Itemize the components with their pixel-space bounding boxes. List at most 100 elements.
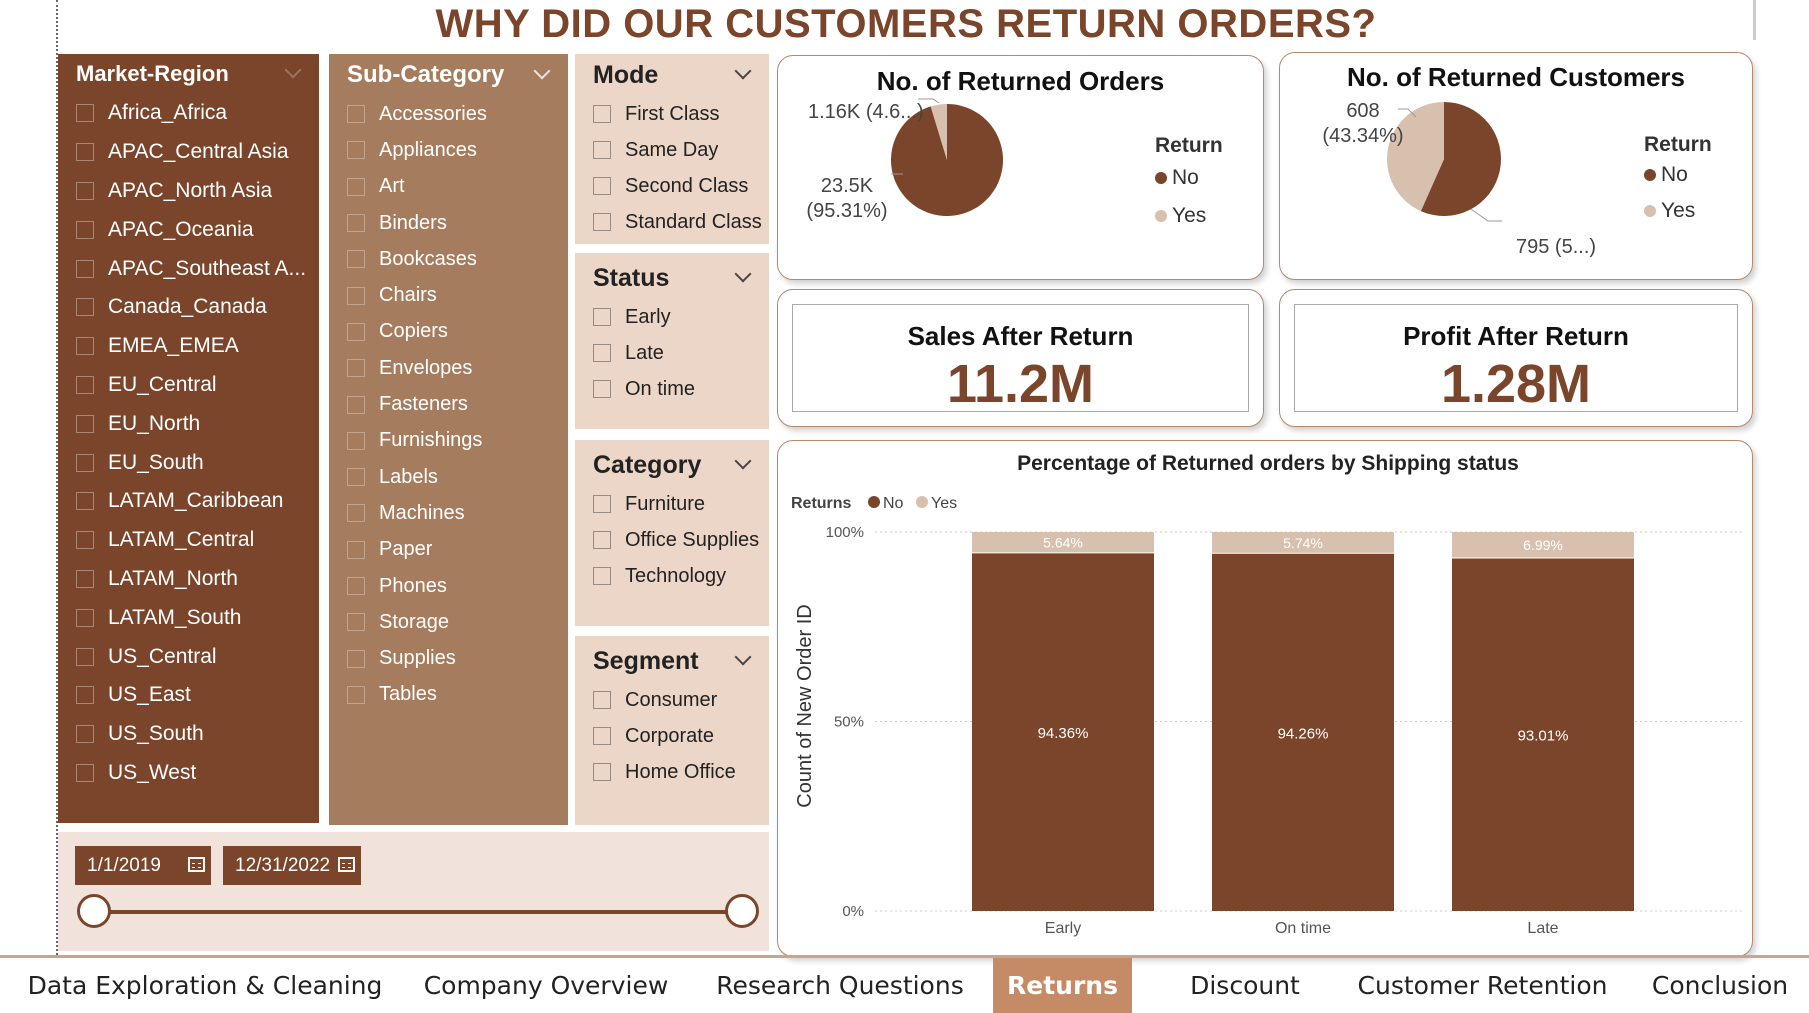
checkbox[interactable] <box>347 577 365 595</box>
checkbox[interactable] <box>76 453 94 472</box>
checkbox[interactable] <box>347 468 365 487</box>
slicer-item-region[interactable]: APAC_North Asia <box>58 172 319 211</box>
start-date-input[interactable]: 1/1/2019 <box>75 846 211 885</box>
slicer-item-sub-category[interactable]: Labels <box>329 459 568 495</box>
tab-discount[interactable]: Discount <box>1190 971 1300 1000</box>
slicer-item-mode[interactable]: Same Day <box>575 132 769 168</box>
slicer-item-region[interactable]: APAC_Oceania <box>58 210 319 249</box>
returns-by-shipping-status-chart[interactable]: Percentage of Returned orders by Shippin… <box>778 441 1754 958</box>
slicer-item-sub-category[interactable]: Accessories <box>329 96 568 132</box>
checkbox[interactable] <box>593 308 611 326</box>
slicer-item-sub-category[interactable]: Machines <box>329 495 568 531</box>
slicer-item-category[interactable]: Technology <box>575 558 769 594</box>
slicer-item-sub-category[interactable]: Phones <box>329 568 568 604</box>
slicer-item-sub-category[interactable]: Binders <box>329 205 568 241</box>
slicer-item-region[interactable]: LATAM_Caribbean <box>58 482 319 521</box>
checkbox[interactable] <box>593 727 611 745</box>
checkbox[interactable] <box>347 286 365 305</box>
checkbox[interactable] <box>347 504 365 523</box>
legend-item-no[interactable]: No <box>1644 163 1688 187</box>
checkbox[interactable] <box>347 177 365 196</box>
slicer-item-region[interactable]: EU_North <box>58 404 319 443</box>
slicer-item-category[interactable]: Office Supplies <box>575 522 769 558</box>
checkbox[interactable] <box>76 686 94 705</box>
checkbox[interactable] <box>347 613 365 632</box>
tab-customer-retention[interactable]: Customer Retention <box>1357 971 1608 1000</box>
checkbox[interactable] <box>593 344 611 362</box>
slicer-item-status[interactable]: On time <box>575 371 769 407</box>
slicer-item-segment[interactable]: Corporate <box>575 718 769 754</box>
checkbox[interactable] <box>76 337 94 356</box>
slicer-item-sub-category[interactable]: Art <box>329 169 568 205</box>
slicer-item-region[interactable]: US_South <box>58 715 319 754</box>
legend-label-no[interactable]: No <box>883 495 904 512</box>
checkbox[interactable] <box>76 143 94 162</box>
checkbox[interactable] <box>347 431 365 450</box>
slicer-item-sub-category[interactable]: Copiers <box>329 314 568 350</box>
checkbox[interactable] <box>76 375 94 394</box>
slicer-item-region[interactable]: LATAM_North <box>58 560 319 599</box>
calendar-icon[interactable] <box>188 857 205 872</box>
returned-customers-pie[interactable] <box>1280 53 1754 281</box>
checkbox[interactable] <box>593 531 611 549</box>
end-date-input[interactable]: 12/31/2022 <box>223 846 361 885</box>
slicer-item-sub-category[interactable]: Tables <box>329 677 568 713</box>
checkbox[interactable] <box>76 725 94 744</box>
slicer-item-region[interactable]: LATAM_Central <box>58 521 319 560</box>
checkbox[interactable] <box>593 763 611 781</box>
pie-slice-yes[interactable] <box>930 104 947 160</box>
slicer-item-region[interactable]: US_Central <box>58 637 319 676</box>
slicer-item-region[interactable]: US_East <box>58 676 319 715</box>
pie-slice-yes[interactable] <box>1387 102 1444 212</box>
calendar-icon[interactable] <box>338 857 355 872</box>
slicer-item-region[interactable]: Canada_Canada <box>58 288 319 327</box>
bar-yes[interactable] <box>972 532 1154 553</box>
date-slider-track[interactable] <box>94 910 742 914</box>
date-slider-end-handle[interactable] <box>725 894 759 928</box>
slicer-item-sub-category[interactable]: Chairs <box>329 277 568 313</box>
slicer-item-sub-category[interactable]: Appliances <box>329 132 568 168</box>
tab-returns[interactable]: Returns <box>993 958 1132 1013</box>
slicer-item-sub-category[interactable]: Furnishings <box>329 423 568 459</box>
slicer-item-mode[interactable]: First Class <box>575 96 769 132</box>
checkbox[interactable] <box>347 250 365 269</box>
checkbox[interactable] <box>347 214 365 233</box>
bar-no[interactable] <box>1452 558 1634 911</box>
tab-conclusion[interactable]: Conclusion <box>1651 971 1789 1000</box>
checkbox[interactable] <box>347 359 365 378</box>
slicer-item-region[interactable]: EU_South <box>58 443 319 482</box>
checkbox[interactable] <box>76 104 94 123</box>
checkbox[interactable] <box>76 531 94 550</box>
checkbox[interactable] <box>347 322 365 341</box>
chevron-down-icon[interactable] <box>284 61 302 79</box>
returned-orders-pie[interactable] <box>778 56 1265 281</box>
slicer-item-region[interactable]: Africa_Africa <box>58 94 319 133</box>
chevron-down-icon[interactable] <box>734 452 752 470</box>
slicer-header[interactable]: Market-Region <box>58 54 319 94</box>
chevron-down-icon[interactable] <box>734 648 752 666</box>
bar-no[interactable] <box>1212 553 1394 911</box>
slicer-item-status[interactable]: Early <box>575 299 769 335</box>
slicer-item-region[interactable]: LATAM_South <box>58 598 319 637</box>
slicer-item-sub-category[interactable]: Fasteners <box>329 386 568 422</box>
slicer-item-region[interactable]: APAC_Southeast A... <box>58 249 319 288</box>
slicer-item-sub-category[interactable]: Paper <box>329 532 568 568</box>
checkbox[interactable] <box>593 105 611 123</box>
checkbox[interactable] <box>347 649 365 668</box>
checkbox[interactable] <box>76 647 94 666</box>
checkbox[interactable] <box>593 567 611 585</box>
checkbox[interactable] <box>76 608 94 627</box>
checkbox[interactable] <box>76 181 94 200</box>
chevron-down-icon[interactable] <box>533 62 551 80</box>
tab-research-questions[interactable]: Research Questions <box>716 971 964 1000</box>
checkbox[interactable] <box>347 540 365 559</box>
slicer-item-mode[interactable]: Second Class <box>575 168 769 204</box>
slicer-header[interactable]: Category <box>575 444 769 486</box>
chevron-down-icon[interactable] <box>734 62 752 80</box>
legend-label-yes[interactable]: Yes <box>931 495 957 512</box>
slicer-item-sub-category[interactable]: Supplies <box>329 640 568 676</box>
slicer-item-region[interactable]: EU_Central <box>58 366 319 405</box>
checkbox[interactable] <box>76 298 94 317</box>
checkbox[interactable] <box>347 685 365 704</box>
bar-yes[interactable] <box>1452 532 1634 558</box>
